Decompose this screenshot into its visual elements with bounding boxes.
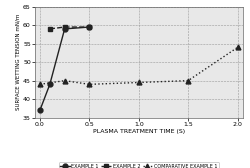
Y-axis label: SURFACE WETTING TENSION mN/m: SURFACE WETTING TENSION mN/m [16,14,21,110]
COMPARATIVE EXAMPLE 1 [236,46,239,48]
EXAMPLE 2 [88,26,91,28]
EXAMPLE 2 [63,26,66,28]
COMPARATIVE EXAMPLE 1 [38,83,42,85]
COMPARATIVE EXAMPLE 1 [88,83,91,85]
Legend: EXAMPLE 1, EXAMPLE 2, COMPARATIVE EXAMPLE 1: EXAMPLE 1, EXAMPLE 2, COMPARATIVE EXAMPL… [59,162,219,168]
EXAMPLE 1 [88,26,91,28]
Line: EXAMPLE 2: EXAMPLE 2 [48,25,92,31]
Line: EXAMPLE 1: EXAMPLE 1 [38,25,92,113]
EXAMPLE 1 [48,83,51,85]
X-axis label: PLASMA TREATMENT TIME (S): PLASMA TREATMENT TIME (S) [93,129,185,134]
Line: COMPARATIVE EXAMPLE 1: COMPARATIVE EXAMPLE 1 [38,45,240,87]
EXAMPLE 1 [38,109,42,111]
COMPARATIVE EXAMPLE 1 [63,80,66,82]
COMPARATIVE EXAMPLE 1 [187,80,190,82]
COMPARATIVE EXAMPLE 1 [137,81,140,83]
EXAMPLE 1 [63,28,66,30]
EXAMPLE 2 [48,28,51,30]
